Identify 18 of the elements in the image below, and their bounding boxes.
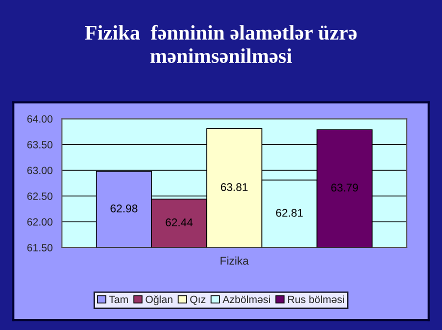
chart-title: Fizika fənninin əlamətlər üzrə mənimsənilməsi	[84, 24, 357, 64]
data-label: 63.81	[220, 183, 248, 192]
data-label: 63.79	[331, 184, 358, 192]
y-tick-label: 64.00	[27, 115, 52, 123]
legend-label: Tam	[109, 296, 128, 304]
y-tick-label: 61.50	[27, 244, 52, 252]
legend-label: Azbölməsi	[222, 295, 270, 304]
y-tick-label: 63.00	[27, 166, 52, 174]
legend-label: Qız	[190, 296, 206, 305]
y-tick-label: 62.50	[27, 192, 52, 200]
x-tick-label: Fizika	[220, 256, 249, 265]
data-label: 62.81	[276, 208, 303, 217]
legend-label: Rus bölməsi	[288, 295, 344, 304]
legend-label: Oğlan	[146, 295, 172, 306]
data-label: 62.98	[110, 204, 138, 212]
y-tick-label: 63.50	[27, 141, 52, 148]
y-tick-label: 62.00	[27, 218, 52, 226]
data-label: 62.44	[166, 218, 193, 226]
